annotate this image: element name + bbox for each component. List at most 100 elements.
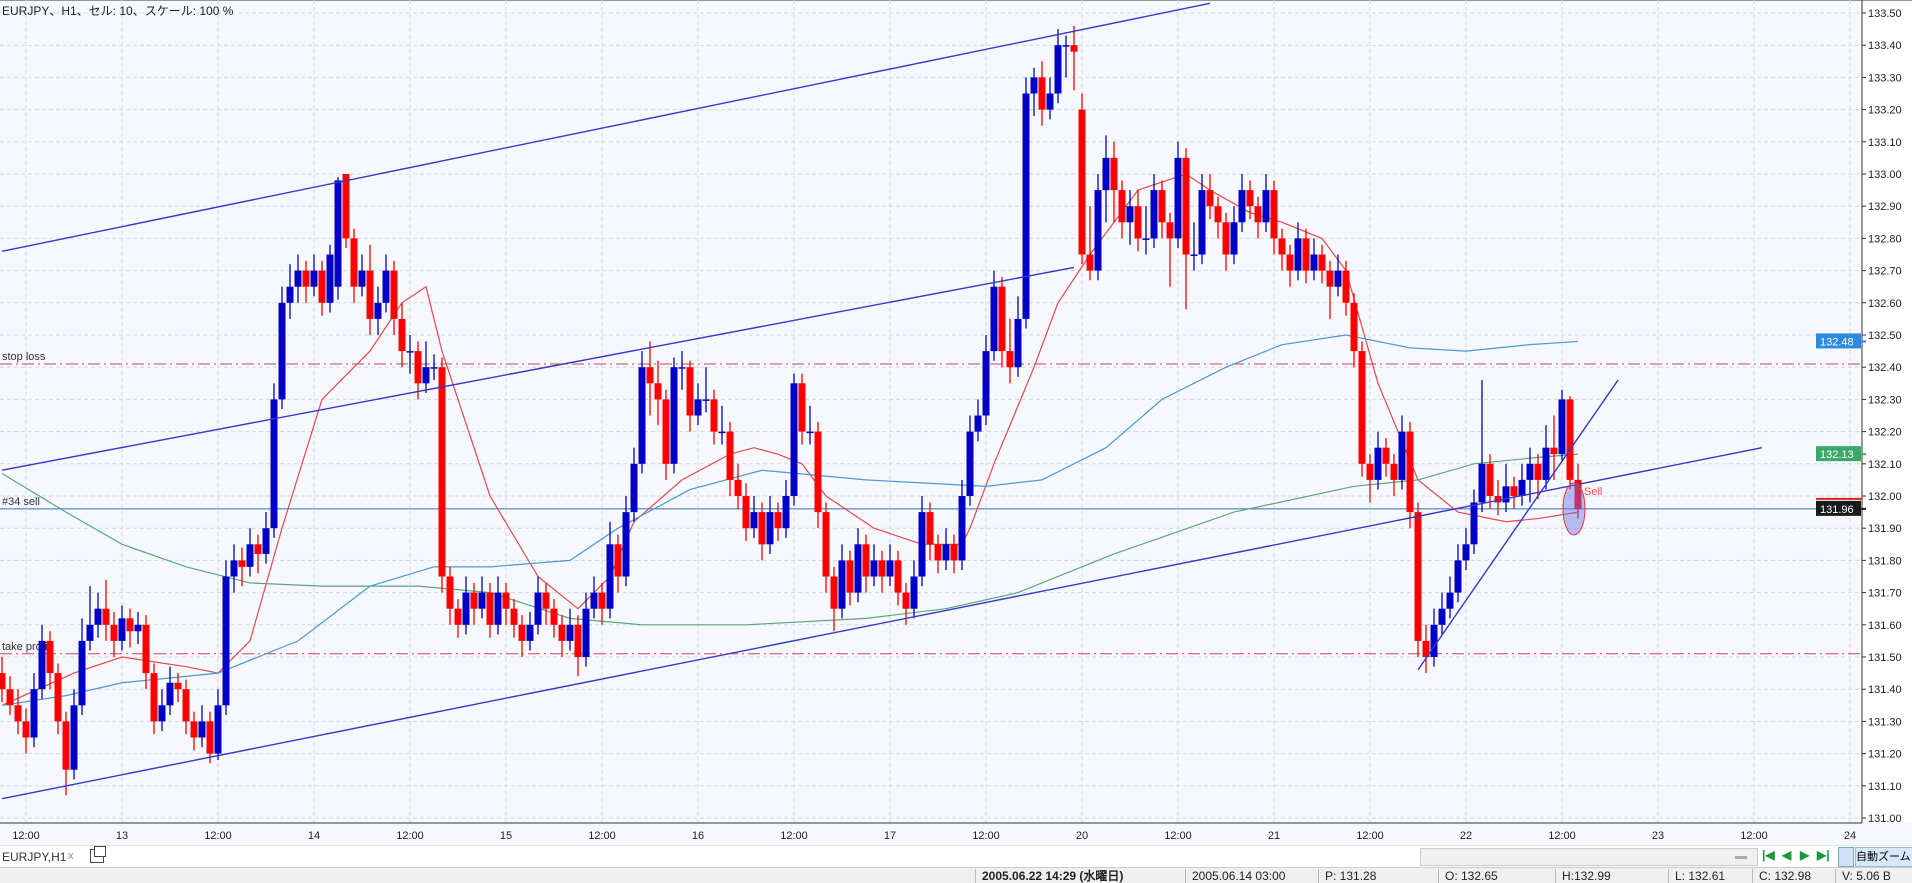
candle-body — [1550, 447, 1558, 455]
x-tick-label: 21 — [1268, 830, 1280, 842]
candle-body — [1118, 190, 1126, 223]
candle-body — [134, 624, 142, 632]
x-tick-label: 12:00 — [1740, 830, 1768, 842]
candle — [6, 676, 14, 715]
status-high: H:132.99 — [1555, 869, 1611, 883]
candle — [94, 592, 102, 638]
candle — [1470, 489, 1478, 554]
x-tick-label: 23 — [1652, 830, 1664, 842]
candle-body — [462, 592, 470, 625]
last-bar-button[interactable]: ▶| — [1817, 848, 1830, 862]
candle — [158, 689, 166, 732]
candle-body — [1254, 206, 1262, 223]
candle-body — [254, 544, 262, 554]
candle — [862, 534, 870, 593]
y-tick-label: 131.40 — [1868, 684, 1902, 696]
candle-body — [278, 302, 286, 400]
new-window-icon[interactable] — [90, 846, 106, 863]
candle-body — [782, 496, 790, 529]
monitor-icon[interactable] — [1838, 847, 1854, 867]
tab-eurjpy-h1[interactable]: EURJPY,H1 — [2, 850, 67, 864]
candle-body — [150, 673, 158, 722]
candle-body — [758, 512, 766, 545]
candle-body — [846, 560, 854, 593]
candle — [1342, 260, 1350, 316]
candle-body — [934, 544, 942, 561]
candle — [822, 502, 830, 593]
candle-body — [1334, 270, 1342, 287]
candle-body — [1294, 238, 1302, 271]
candle-body — [222, 576, 230, 706]
candle-body — [350, 238, 358, 287]
candle-body — [790, 383, 798, 496]
candle-body — [1374, 447, 1382, 480]
candle — [246, 528, 254, 577]
prev-bar-button[interactable]: ◀ — [1782, 848, 1792, 862]
candle — [446, 566, 454, 625]
x-tick-label: 12:00 — [1548, 830, 1576, 842]
candle-body — [326, 254, 334, 303]
candle — [550, 599, 558, 638]
candle-body — [1478, 463, 1486, 503]
candle — [406, 335, 414, 374]
candle — [1030, 67, 1038, 117]
candle-body — [470, 592, 478, 609]
price-chart[interactable]: 131.00 131.10 131.20 131.30 131.40 131.50 131.… — [0, 0, 1912, 845]
x-tick-label: 12:00 — [1164, 830, 1192, 842]
next-bar-button[interactable]: ▶ — [1800, 848, 1810, 862]
candle-body — [534, 592, 542, 625]
y-tick-label: 131.70 — [1868, 588, 1902, 600]
y-tick-label: 133.20 — [1868, 105, 1902, 117]
candle — [622, 496, 630, 587]
candle — [1542, 425, 1550, 490]
candle — [1302, 228, 1310, 284]
y-tick-label: 132.70 — [1868, 266, 1902, 278]
candle — [1550, 415, 1558, 480]
candle-body — [766, 512, 774, 545]
candle-body — [230, 560, 238, 577]
candle — [46, 631, 54, 690]
candle-body — [190, 721, 198, 738]
candle — [1182, 148, 1190, 310]
candle-body — [1494, 496, 1502, 503]
candle — [646, 341, 654, 416]
candle — [878, 550, 886, 593]
candle-body — [102, 608, 110, 625]
y-tick-label: 133.50 — [1868, 8, 1902, 20]
candle-body — [1566, 399, 1574, 480]
candle-body — [1222, 222, 1230, 255]
candle — [1350, 293, 1358, 368]
candle-body — [926, 512, 934, 545]
candle — [966, 415, 974, 506]
first-bar-button[interactable]: |◀ — [1762, 848, 1775, 862]
y-tick-label: 133.40 — [1868, 40, 1902, 52]
candle-body — [726, 431, 734, 480]
candle — [1134, 190, 1142, 252]
candle-body — [1158, 190, 1166, 223]
candle-body — [670, 367, 678, 464]
auto-zoom-button[interactable]: 自動ズーム — [1855, 847, 1912, 867]
candle — [1238, 174, 1246, 232]
candle — [662, 389, 670, 480]
candle — [606, 521, 614, 619]
candle — [638, 351, 646, 474]
candle — [1102, 135, 1110, 223]
scroll-thumb[interactable] — [1735, 856, 1747, 859]
candle — [1334, 254, 1342, 297]
close-icon[interactable]: x — [68, 850, 74, 862]
candle — [278, 286, 286, 410]
candle — [1510, 476, 1518, 509]
candle-body — [206, 721, 214, 754]
candle-body — [894, 560, 902, 593]
candle — [1214, 196, 1222, 239]
candle — [262, 512, 270, 564]
candle-body — [518, 624, 526, 641]
candle — [1078, 93, 1086, 265]
candle-body — [630, 463, 638, 513]
candle-body — [1262, 190, 1270, 223]
chart-scrollbar[interactable] — [1420, 848, 1758, 866]
candle-body — [1278, 238, 1286, 255]
candle-body — [1022, 93, 1030, 319]
candle-body — [366, 270, 374, 319]
candle-body — [998, 286, 1006, 352]
